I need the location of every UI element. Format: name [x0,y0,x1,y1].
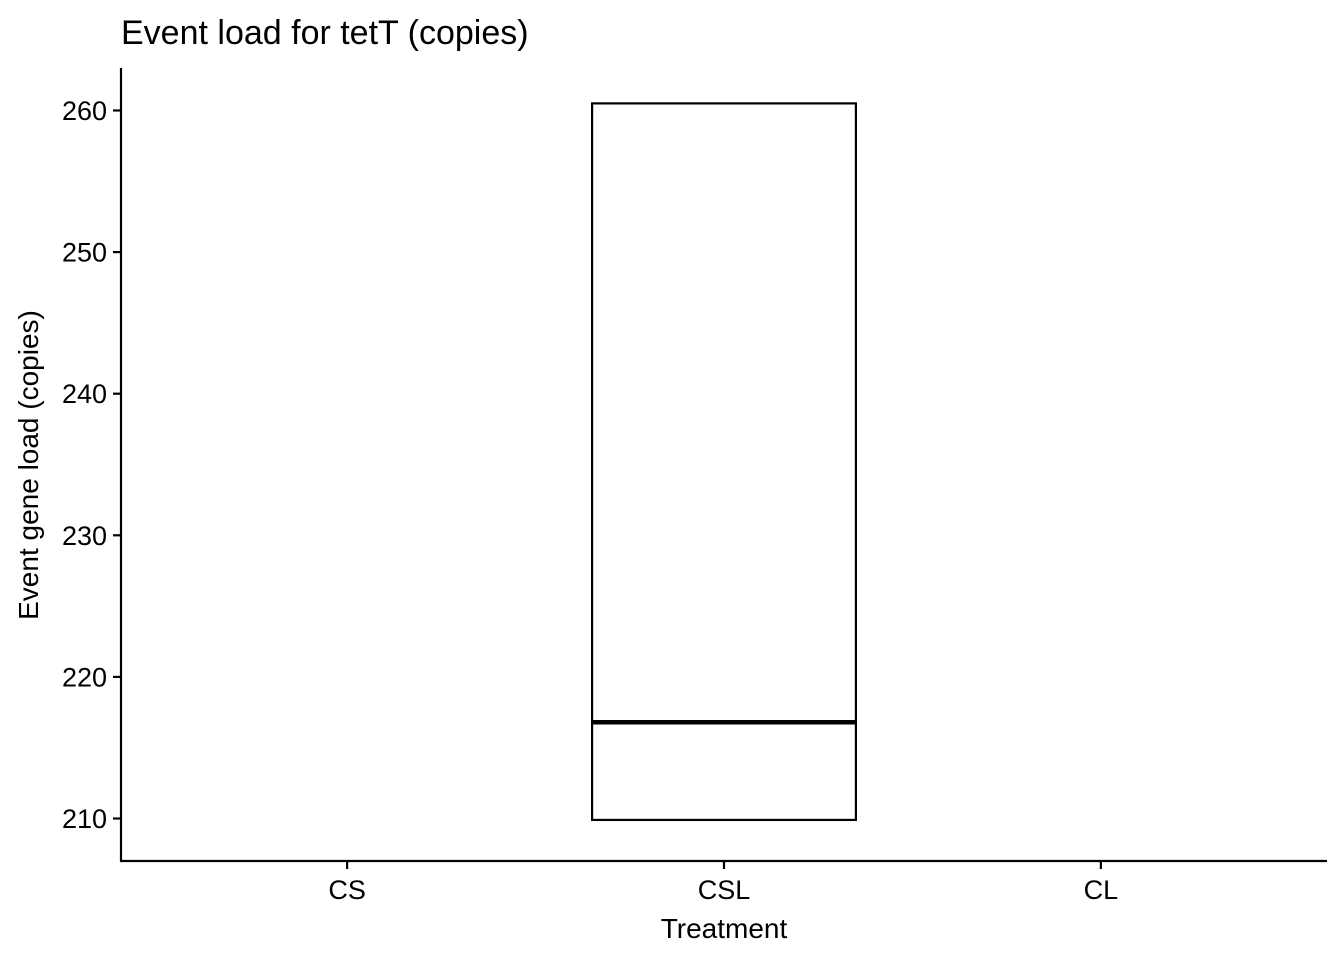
x-axis-title: Treatment [661,913,788,944]
y-tick-label: 250 [62,238,107,268]
y-axis-ticks: 210 220 230 240 250 260 [62,96,121,834]
y-tick-label: 240 [62,379,107,409]
x-tick-label: CSL [698,875,751,905]
box-csl [590,102,858,822]
y-tick-label: 230 [62,521,107,551]
y-tick-label: 260 [62,96,107,126]
y-tick-label: 210 [62,804,107,834]
x-axis-ticks: CS CSL CL [328,861,1118,905]
x-tick-label: CL [1084,875,1119,905]
y-tick-label: 220 [62,662,107,692]
y-axis-title: Event gene load (copies) [13,310,44,620]
boxes [590,102,858,822]
chart-title: Event load for tetT (copies) [121,14,529,52]
x-tick-label: CS [328,875,366,905]
